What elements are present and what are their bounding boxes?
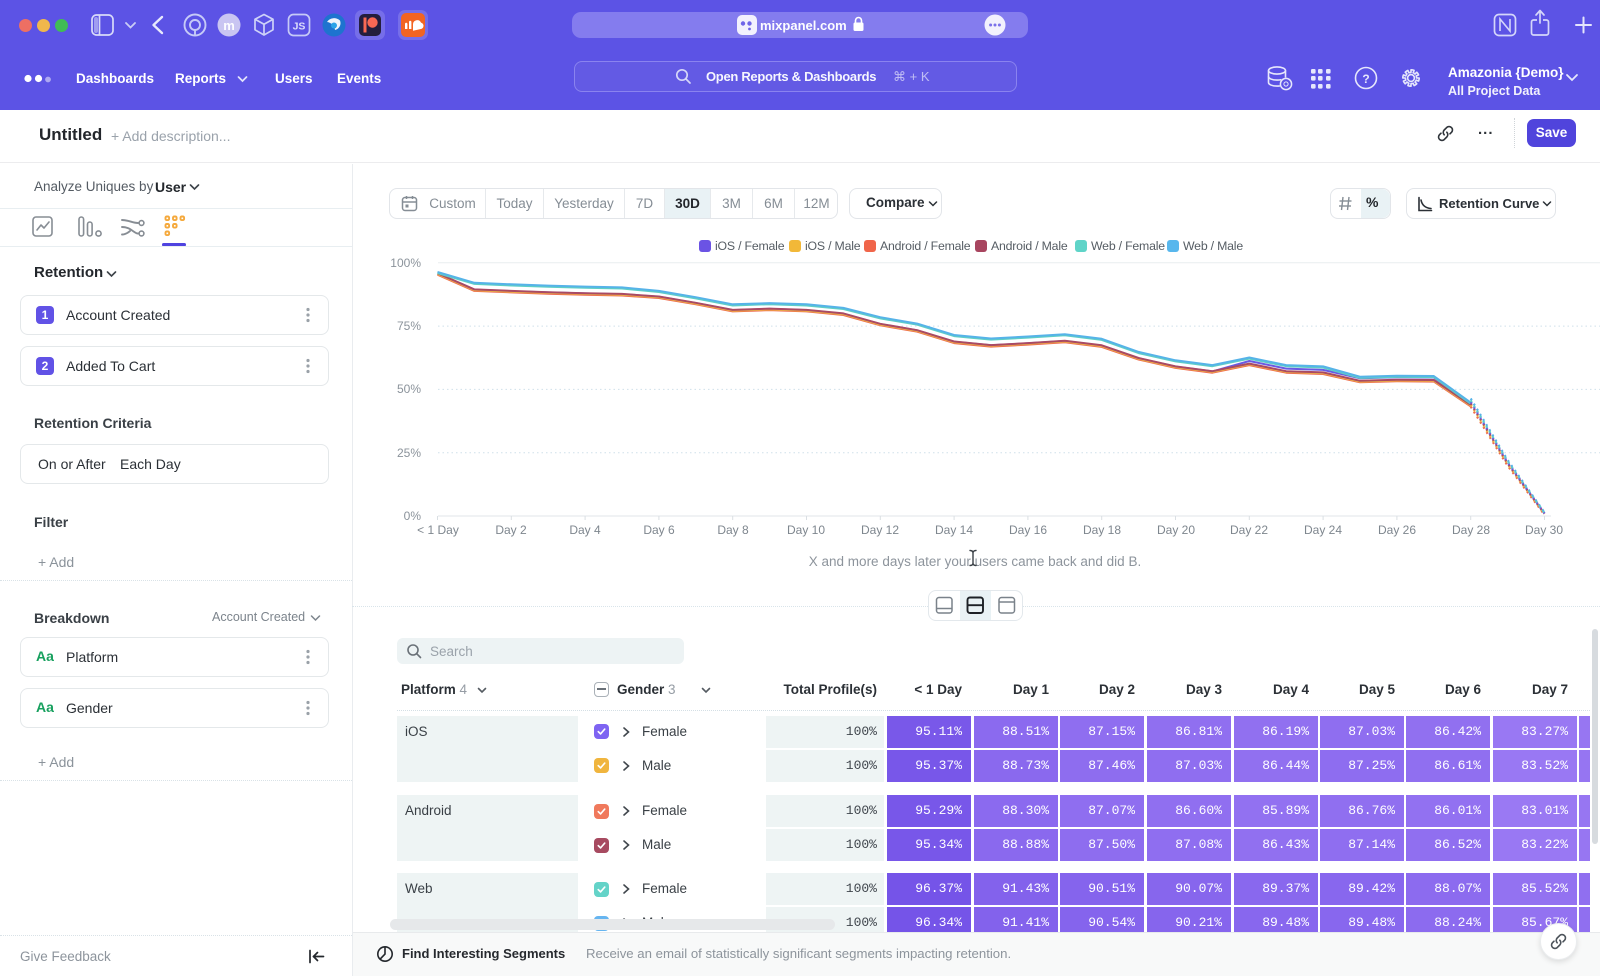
svg-text:?: ?	[1362, 72, 1369, 86]
svg-text:JS: JS	[293, 21, 306, 33]
svg-text:m: m	[223, 18, 235, 33]
